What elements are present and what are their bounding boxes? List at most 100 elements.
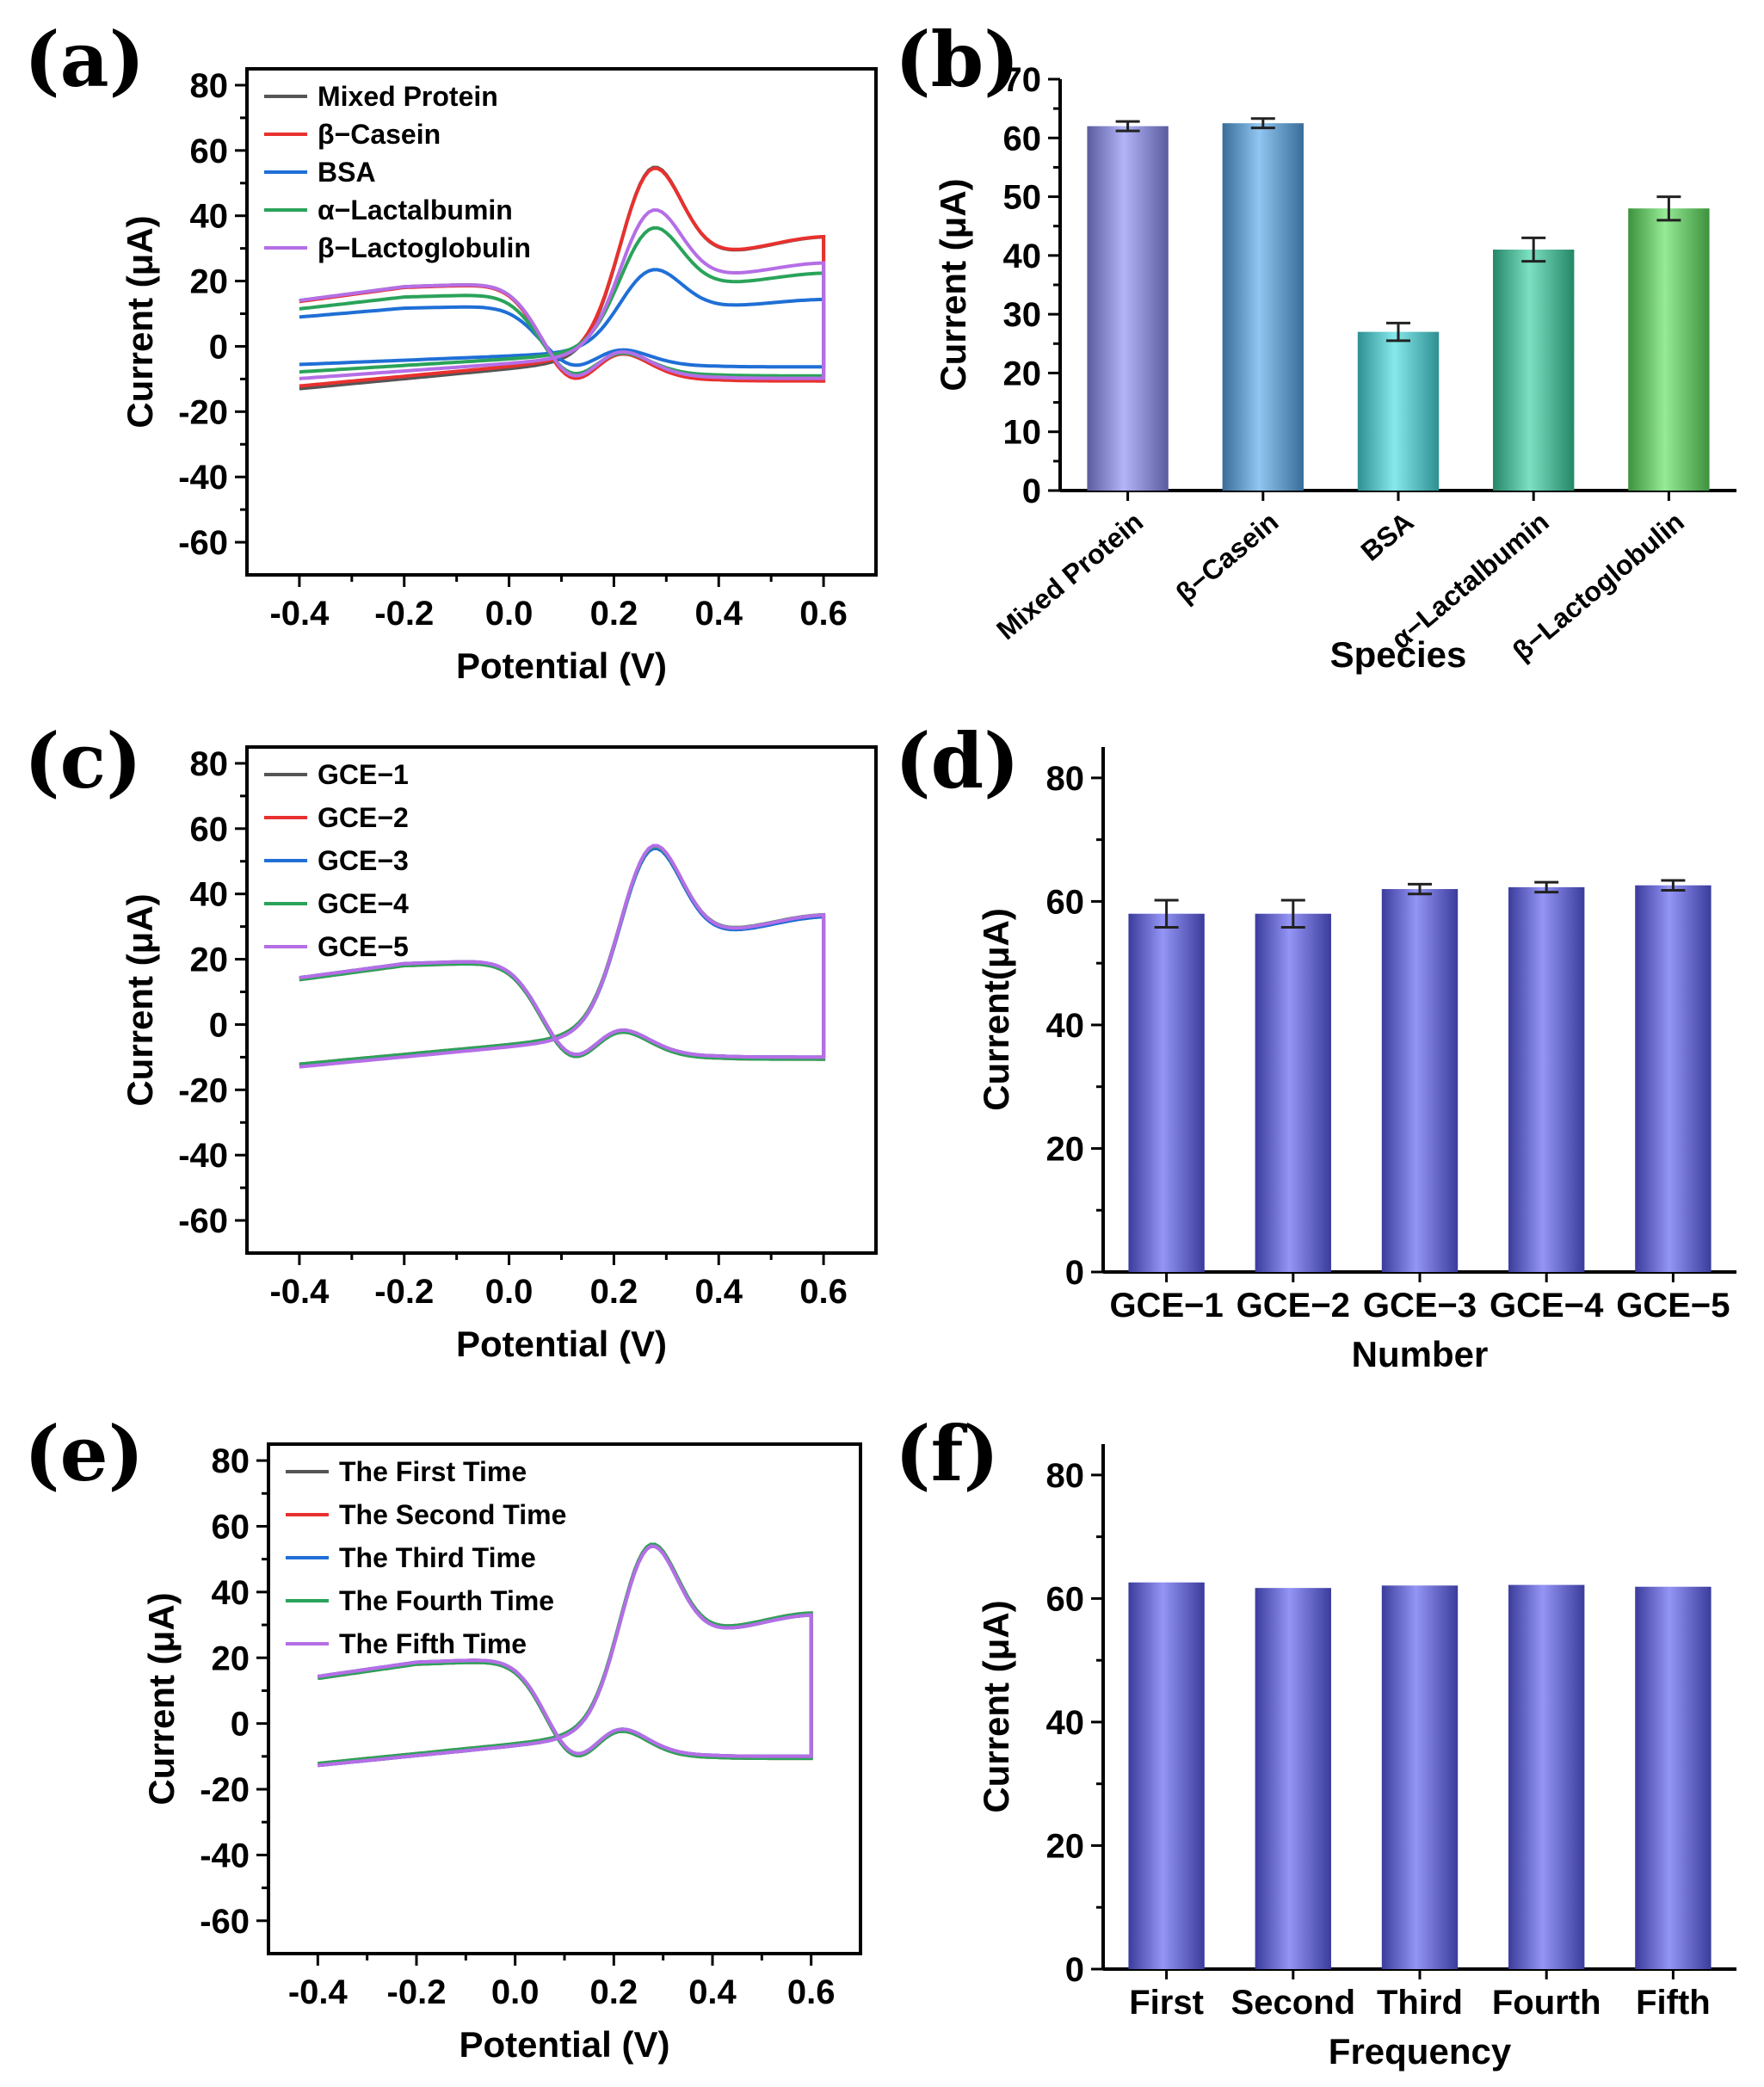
legend-label: The Fourth Time bbox=[339, 1585, 554, 1616]
y-tick-label: 40 bbox=[190, 198, 229, 236]
x-tick-label: GCE−2 bbox=[1237, 1287, 1350, 1324]
y-tick-label: -60 bbox=[178, 524, 228, 562]
x-tick-label: 0.0 bbox=[485, 595, 534, 633]
x-tick-label: 0.6 bbox=[787, 1973, 836, 2011]
bar-shade bbox=[1087, 126, 1169, 491]
y-tick-label: 60 bbox=[212, 1508, 250, 1546]
cv-curve-5 bbox=[318, 1544, 813, 1768]
panel-letter: (e) bbox=[24, 1409, 144, 1498]
x-axis-title: Potential (V) bbox=[456, 645, 667, 686]
y-tick-label: -60 bbox=[200, 1903, 250, 1941]
panel-e: (e) Potential (V) Current (μA) -60 -40 -20… bbox=[24, 1409, 862, 2065]
legend-label: β−Casein bbox=[318, 119, 441, 150]
y-tick-label: 0 bbox=[1065, 1254, 1084, 1292]
bar-shade bbox=[1508, 1584, 1585, 1969]
x-tick-label: Fourth bbox=[1492, 1984, 1601, 2022]
x-tick-label: GCE−3 bbox=[1363, 1287, 1477, 1324]
legend-label: The Second Time bbox=[339, 1499, 566, 1530]
x-tick-label: GCE−5 bbox=[1616, 1287, 1730, 1324]
panel-a: (a) Potential (V) Current (μA) -60 -40 -20… bbox=[24, 15, 878, 686]
bar-shade bbox=[1222, 123, 1304, 491]
bar-shade bbox=[1628, 208, 1710, 491]
x-tick-label: -0.4 bbox=[288, 1973, 348, 2011]
y-tick-label: 70 bbox=[1003, 61, 1042, 99]
y-tick-label: 20 bbox=[1003, 355, 1042, 392]
x-tick-label: First bbox=[1129, 1984, 1204, 2022]
y-tick-label: 30 bbox=[1003, 296, 1042, 334]
x-tick-label: 0.0 bbox=[491, 1973, 540, 2011]
x-tick-label: 0.0 bbox=[485, 1273, 534, 1311]
panel-letter: (b) bbox=[895, 15, 1020, 104]
panel-c: (c) Potential (V) Current (μA) -60 -40 -20… bbox=[24, 716, 878, 1364]
x-axis-title: Frequency bbox=[1329, 2031, 1512, 2072]
y-tick-label: 0 bbox=[231, 1706, 250, 1744]
panel-f: (f) Frequency Current (μA) 0 20 40 60 80 Firs… bbox=[895, 1409, 1736, 2072]
y-tick-label: 20 bbox=[1046, 1827, 1085, 1865]
legend-label: α−Lactalbumin bbox=[318, 194, 513, 225]
y-tick-label: -20 bbox=[178, 393, 228, 431]
legend-label: GCE−4 bbox=[318, 888, 409, 919]
cv-curve-5 bbox=[299, 843, 826, 1069]
y-axis-title: Current (μA) bbox=[120, 215, 160, 428]
y-tick-label: 80 bbox=[1046, 760, 1085, 798]
y-tick-label: 60 bbox=[190, 811, 229, 849]
bar-shade bbox=[1635, 1586, 1712, 1969]
y-tick-label: 80 bbox=[1046, 1457, 1085, 1495]
y-tick-label: 80 bbox=[190, 745, 229, 783]
y-tick-label: 0 bbox=[1065, 1951, 1084, 1989]
panel-letter: (c) bbox=[24, 716, 142, 806]
x-tick-label: Second bbox=[1231, 1984, 1355, 2022]
y-tick-label: 0 bbox=[209, 1006, 228, 1044]
cv-curve-5 bbox=[299, 208, 826, 380]
y-tick-label: -40 bbox=[200, 1837, 250, 1874]
legend-label: GCE−3 bbox=[318, 845, 409, 876]
panel-b: (b) Species Current (μA) 0 10 20 30 40 50 60 70… bbox=[895, 15, 1736, 675]
x-tick-label: GCE−4 bbox=[1490, 1287, 1604, 1324]
y-tick-label: 40 bbox=[1003, 238, 1042, 275]
y-tick-label: 0 bbox=[1022, 472, 1041, 510]
legend-label: Mixed Protein bbox=[318, 81, 498, 112]
y-axis-title: Current (μA) bbox=[120, 893, 160, 1106]
x-tick-label: -0.2 bbox=[374, 1273, 434, 1311]
x-tick-label: 0.6 bbox=[799, 1273, 848, 1311]
y-tick-label: -40 bbox=[178, 459, 228, 497]
legend-label: BSA bbox=[318, 157, 376, 188]
x-tick-label: β−Casein bbox=[1169, 506, 1284, 609]
x-axis-title: Number bbox=[1352, 1334, 1489, 1374]
y-tick-label: 40 bbox=[1046, 1704, 1085, 1742]
legend-label: GCE−1 bbox=[318, 759, 409, 790]
bar-shade bbox=[1128, 913, 1205, 1272]
x-tick-label: 0.6 bbox=[799, 595, 848, 633]
x-tick-label: 0.4 bbox=[694, 1273, 743, 1311]
y-tick-label: 20 bbox=[190, 263, 229, 301]
x-tick-label: 0.2 bbox=[590, 595, 638, 633]
x-tick-label: GCE−1 bbox=[1109, 1287, 1223, 1324]
y-axis-title: Current (μA) bbox=[933, 178, 973, 391]
panel-letter: (d) bbox=[895, 716, 1020, 806]
legend-label: The First Time bbox=[339, 1456, 527, 1487]
bar-shade bbox=[1381, 889, 1459, 1272]
x-tick-label: -0.2 bbox=[387, 1973, 447, 2011]
y-tick-label: 50 bbox=[1003, 179, 1042, 217]
y-tick-label: 40 bbox=[190, 876, 229, 914]
legend-label: GCE−5 bbox=[318, 931, 409, 962]
bar-shade bbox=[1381, 1585, 1459, 1969]
x-tick-label: 0.4 bbox=[694, 595, 743, 633]
y-tick-label: -40 bbox=[178, 1137, 228, 1175]
bar-shade bbox=[1255, 1588, 1331, 1969]
bar-shade bbox=[1635, 885, 1712, 1272]
x-axis-title: Potential (V) bbox=[459, 2024, 669, 2065]
y-tick-label: 40 bbox=[212, 1574, 250, 1612]
bar-shade bbox=[1493, 250, 1575, 491]
x-tick-label: 0.2 bbox=[590, 1973, 638, 2011]
y-tick-label: -20 bbox=[178, 1071, 228, 1109]
y-axis-title: Current(μA) bbox=[976, 908, 1016, 1111]
y-tick-label: 60 bbox=[1003, 120, 1042, 157]
x-tick-label: -0.4 bbox=[269, 595, 330, 633]
y-tick-label: 0 bbox=[209, 328, 228, 366]
y-tick-label: 40 bbox=[1046, 1007, 1085, 1045]
y-tick-label: 20 bbox=[1046, 1130, 1085, 1168]
panel-letter: (a) bbox=[24, 15, 145, 104]
bar-shade bbox=[1255, 913, 1331, 1272]
